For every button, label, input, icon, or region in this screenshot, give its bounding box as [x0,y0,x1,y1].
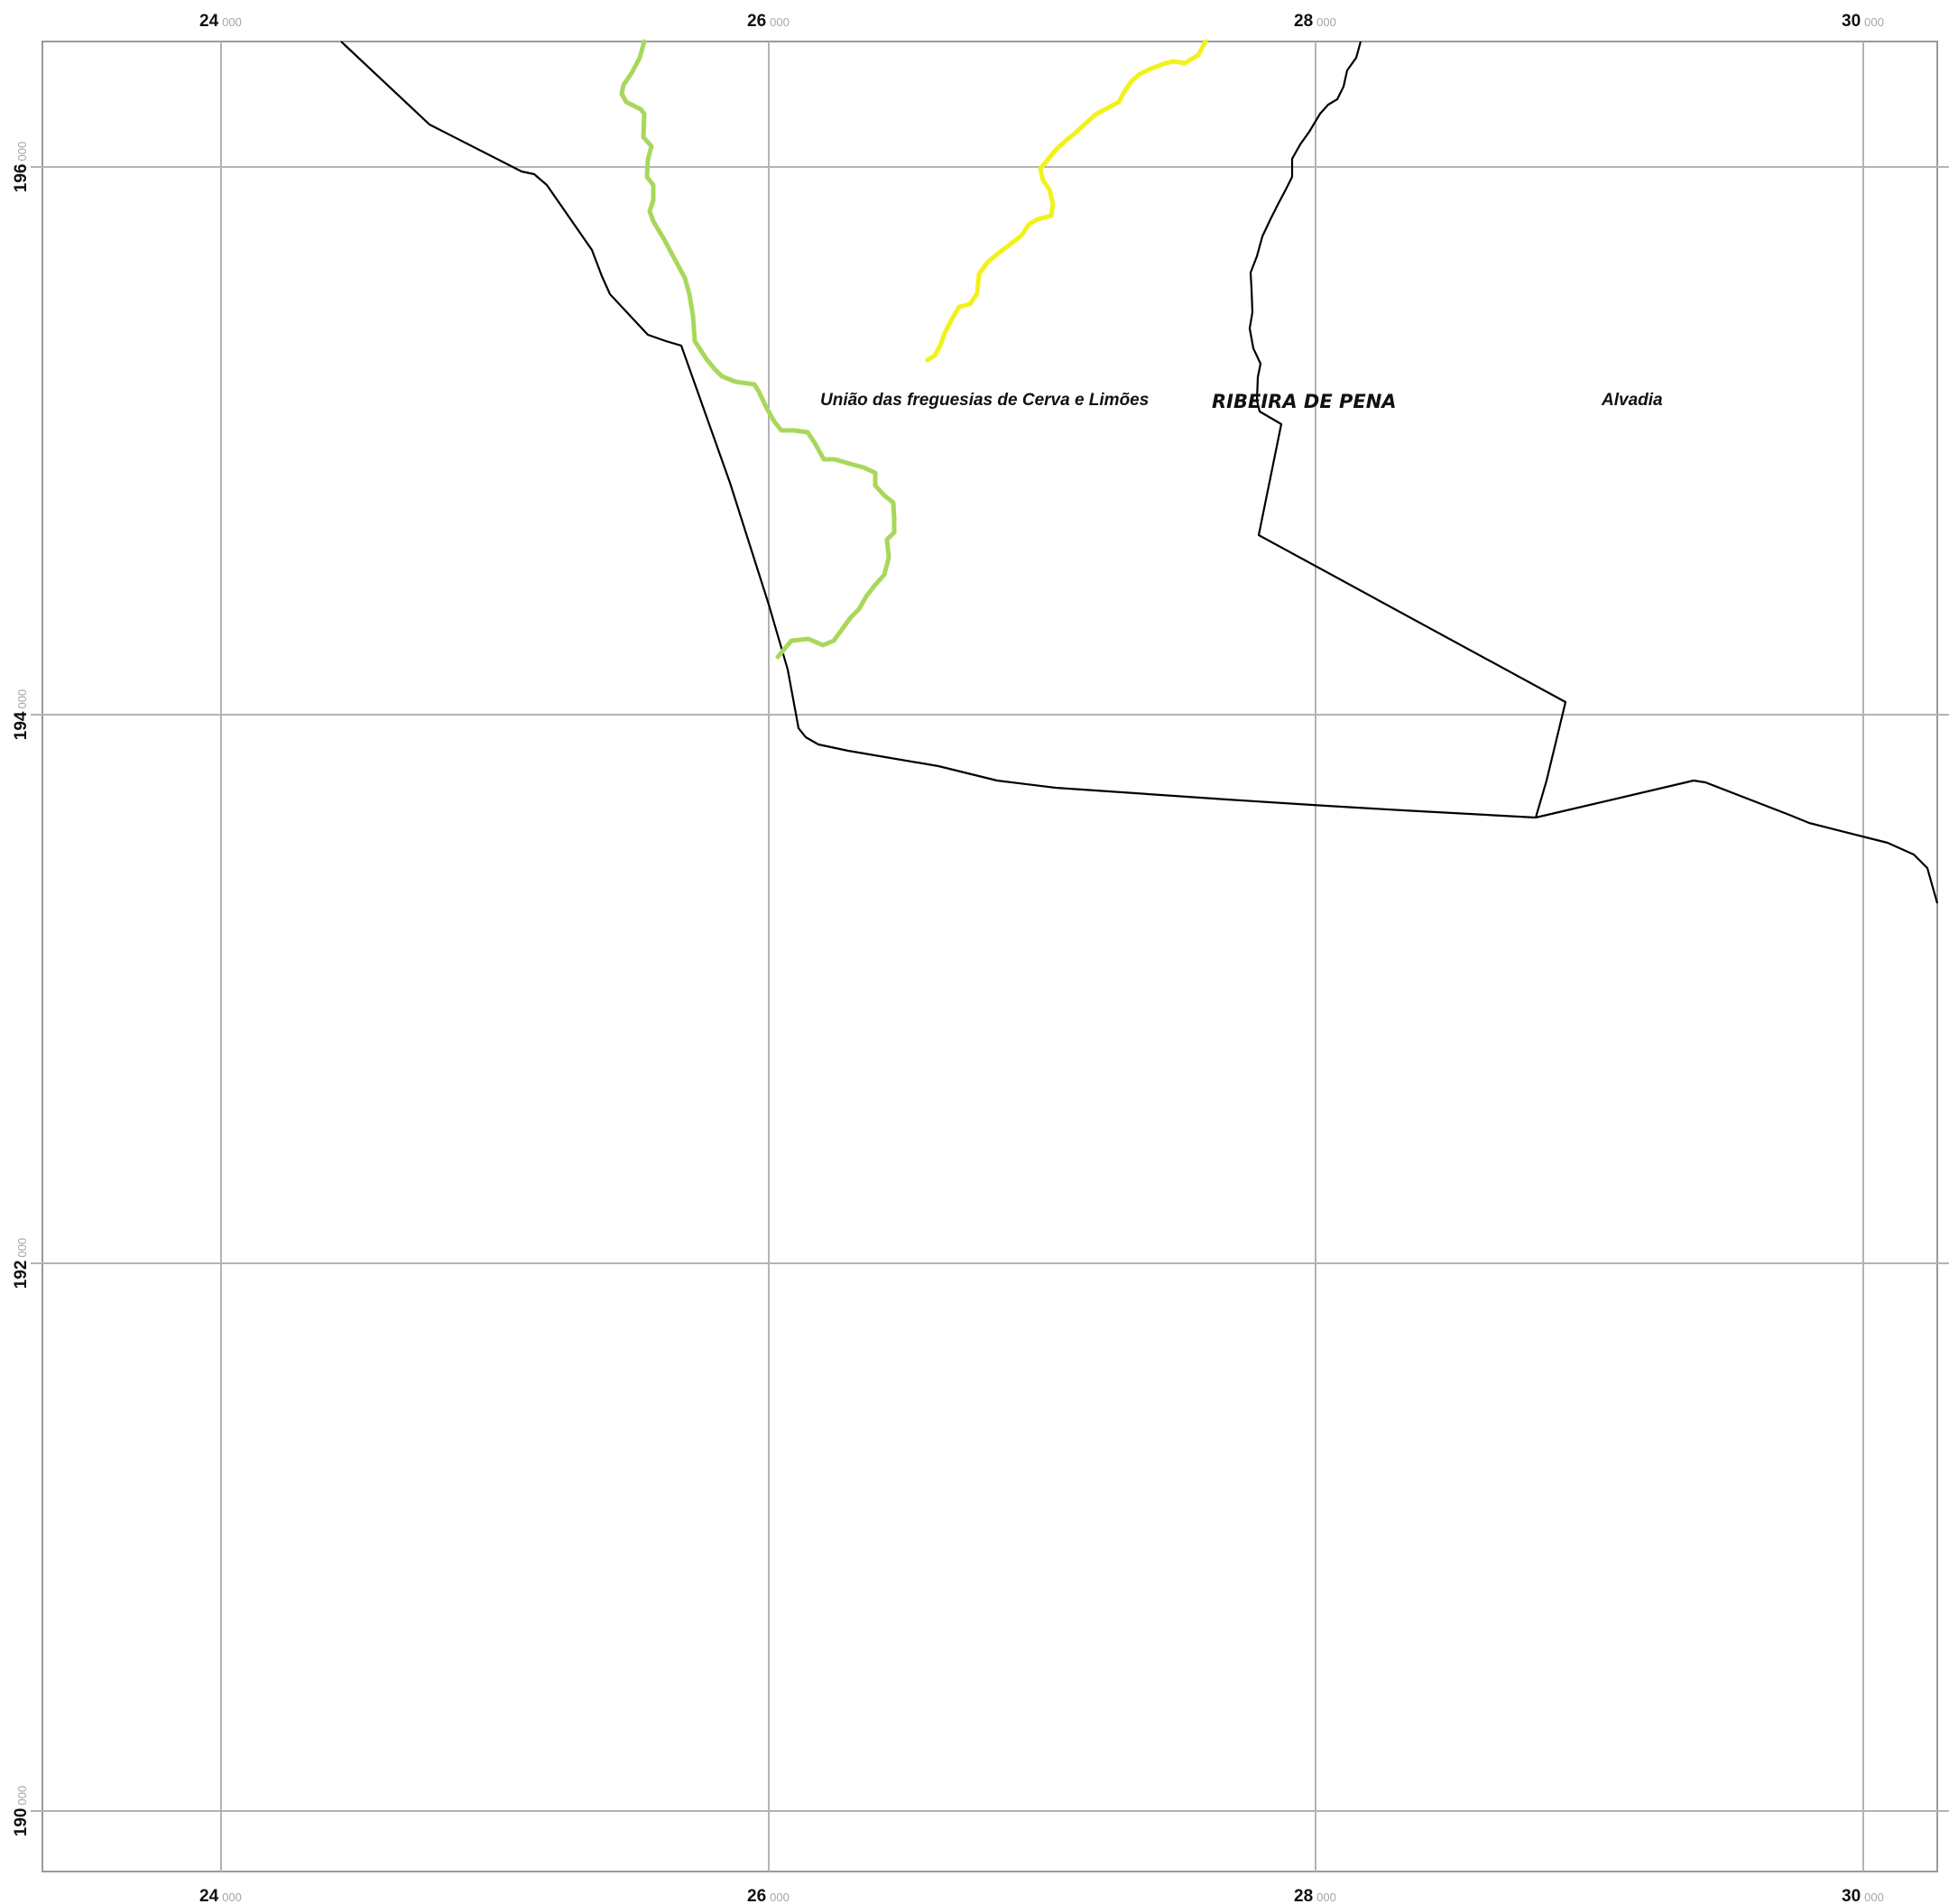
x-axis-top-labels: 24 000 26 000 28 000 30 000 [199,12,1884,31]
y-tick-major: 194 [12,711,31,740]
y-axis-labels: 196000 194000 192000 190000 [12,142,31,1836]
yellow-river-line [925,39,1208,363]
y-tick-label-192000: 192000 [12,1238,31,1289]
x-axis-bottom-labels: 24 000 26 000 28 000 30 000 [199,1887,1884,1904]
x-tick-major: 30 [1842,12,1861,31]
y-tick-minor: 000 [15,1786,29,1806]
y-tick-label-190000: 190000 [12,1786,31,1836]
x-tick-major: 28 [1294,12,1313,31]
boundary-line-west [340,41,1537,819]
boundary-line-ribeira-de-pena [1248,41,1567,818]
parish-label-cerva-limoes: União das freguesias de Cerva e Limões [820,391,1149,410]
x-tick-major: 24 [199,1887,219,1904]
y-tick-major: 196 [12,164,31,193]
x-tick-major: 30 [1842,1887,1861,1904]
green-river-line [619,39,897,660]
x-tick-minor: 000 [1864,15,1884,29]
x-tick-label-bottom-26000: 26 000 [747,1887,790,1904]
x-tick-label-top-24000: 24 000 [199,12,242,31]
x-tick-label-bottom-24000: 24 000 [199,1887,242,1904]
y-tick-label-194000: 194000 [12,689,31,740]
x-tick-label-bottom-30000: 30 000 [1842,1887,1884,1904]
x-tick-major: 28 [1294,1887,1313,1904]
x-tick-label-top-26000: 26 000 [747,12,790,31]
y-tick-major: 192 [12,1261,31,1289]
y-tick-major: 190 [12,1808,31,1837]
boundary-line-south-east [1535,779,1939,904]
x-tick-minor: 000 [1316,1890,1336,1904]
y-tick-label-196000: 196000 [12,142,31,192]
map-frame [42,41,1938,1872]
x-tick-major: 26 [747,1887,766,1904]
x-tick-label-top-28000: 28 000 [1294,12,1336,31]
y-tick-minor: 000 [15,1238,29,1258]
x-tick-major: 26 [747,12,766,31]
x-tick-minor: 000 [770,1890,790,1904]
x-tick-label-bottom-28000: 28 000 [1294,1887,1336,1904]
x-tick-minor: 000 [222,1890,242,1904]
x-tick-minor: 000 [770,15,790,29]
x-tick-minor: 000 [1864,1890,1884,1904]
parish-label-alvadia: Alvadia [1601,391,1663,410]
x-tick-label-top-30000: 30 000 [1842,12,1884,31]
municipality-label-ribeira-de-pena: RIBEIRA DE PENA [1212,391,1397,412]
x-tick-major: 24 [199,12,219,31]
boundaries [340,41,1939,904]
y-tick-minor: 000 [15,142,29,162]
x-tick-minor: 000 [222,15,242,29]
x-tick-minor: 000 [1316,15,1336,29]
grid [31,42,1949,1872]
y-tick-minor: 000 [15,689,29,709]
